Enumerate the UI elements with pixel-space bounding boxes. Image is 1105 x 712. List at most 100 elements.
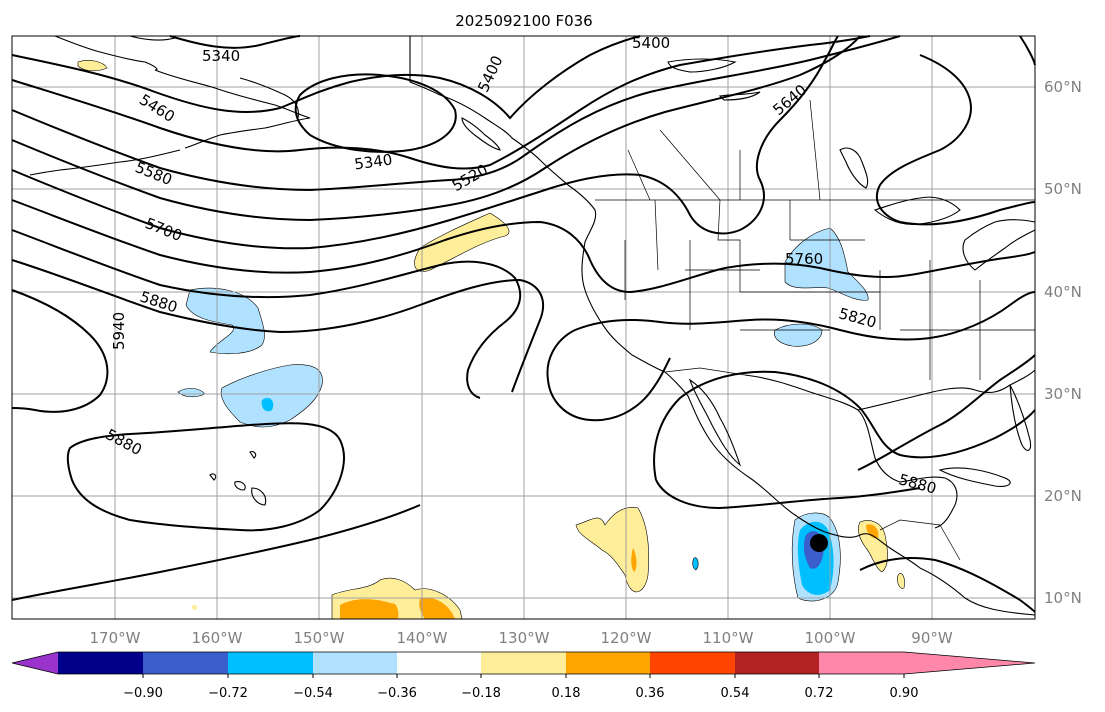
colorbar: −0.90 −0.72 −0.54 −0.36 −0.18 0.18 0.36 … [11,651,1036,701]
shade-negative-core [261,397,274,412]
coastline-florida [1009,384,1032,451]
colorbar-outline [11,651,1036,675]
latitude-labels: 60°N 50°N 40°N 30°N 20°N 10°N [1044,78,1082,607]
coastline-hawaii [209,451,267,506]
shade-positive-south-core2 [419,597,455,619]
shade-positive-small [77,60,108,72]
coastline-mexico-pacific [664,371,1036,616]
border-central-america [879,519,961,561]
lon-label: 100°W [805,629,856,647]
coastline-alaska-southwest [154,69,311,149]
shade-positive-south-core1 [340,599,399,619]
map-frame [11,35,1036,620]
lat-label: 30°N [1044,385,1082,403]
lon-label: 150°W [294,629,345,647]
shade-negative-pacific-central [220,364,323,428]
contour-5880-pacific-closed [66,422,345,532]
coastline-baja [688,378,742,467]
contour-5580 [11,35,861,222]
colorbar-bin [228,652,313,674]
contour-5880-atlantic [857,354,1036,471]
colorbar-tick-label: 0.18 [552,686,581,701]
lon-label: 130°W [499,629,550,647]
contour-5460 [11,35,871,170]
colorbar-bin [650,652,735,674]
coastline-cuba [938,467,1011,487]
contour-5820-west [11,259,545,393]
contour-5880-south [11,504,421,601]
contour-label: 5400 [632,34,670,52]
storm-center-marker [810,534,828,552]
contour-label: 5760 [785,250,823,268]
coastline-aleutians [29,149,181,176]
contour-5760-canada [875,54,1036,226]
coastline-arctic-island [667,58,737,73]
contour-5700 [11,229,522,399]
colorbar-tick-label: −0.54 [293,686,333,701]
colorbar-tick-label: −0.72 [208,686,248,701]
contour-label: 5940 [110,312,128,350]
coastline-alaska-north [129,35,176,41]
contour-5760 [11,199,1036,294]
lat-label: 50°N [1044,180,1082,198]
colorbar-tick-label: 0.54 [721,686,750,701]
contour-5880-america-south [655,479,921,510]
contour-5880-caribbean [859,557,1036,613]
shade-negative-plains [784,227,869,301]
contour-5400 [11,35,641,120]
shade-positive-dot [191,604,198,610]
coastline-gulf-of-mexico [744,374,958,529]
shade-positive-mexico-west [575,507,649,593]
colorbar-tick-label: −0.18 [461,686,501,701]
contour-label: 5340 [202,47,240,65]
shade-positive-tiny [897,573,905,589]
shade-positive-core-mexico [631,548,637,572]
colorbar-tick-label: −0.90 [123,686,163,701]
colorbar-bin [566,652,650,674]
border-us-mexico [664,367,746,376]
coastline-bc-islands [461,117,501,151]
colorbar-bin [481,652,566,674]
lon-label: 170°W [90,629,141,647]
lon-label: 110°W [703,629,754,647]
contour-label: 5340 [353,150,393,173]
lat-label: 10°N [1044,589,1082,607]
contour-5640 [11,35,839,250]
colorbar-bin [735,652,819,674]
contour-5820-east [546,291,1036,381]
coastline-alaska-gulf-inner [239,77,299,119]
border-us-states [624,199,1035,380]
map-panel: 5340 5400 5400 5460 5340 5520 5640 5580 … [11,34,1036,620]
colorbar-bin [58,652,143,674]
colorbar-extend-left [12,652,58,674]
lon-label: 120°W [601,629,652,647]
longitude-labels: 170°W 160°W 150°W 140°W 130°W 120°W 110°… [90,629,953,647]
lon-label: 160°W [192,629,243,647]
shade-negative-texas [774,323,823,347]
contour-5940 [11,289,109,413]
colorbar-bin [819,652,904,674]
colorbar-extend-right [904,652,1035,674]
coastlines [29,35,1036,616]
coastline-great-lakes [962,219,1036,271]
shade-positive-gulf-core [866,524,879,539]
colorbar-tick-label: −0.36 [377,686,417,701]
contour-5340-north [169,35,301,49]
colorbar-ticks [142,674,905,678]
lat-label: 40°N [1044,283,1082,301]
contour-5340-closed [294,73,457,153]
coastline-west-north-america [409,36,666,373]
colorbar-tick-label: 0.72 [805,686,834,701]
shade-negative-pacific-north [185,287,265,355]
shade-negative-tiny [692,557,699,571]
shaded-regions [77,60,905,620]
lat-label: 60°N [1044,78,1082,96]
height-contours [11,35,1036,613]
colorbar-bin [143,652,228,674]
contour-5520 [11,35,901,192]
contour-5820-loop [547,357,671,422]
coastline-lake-winnipeg [839,147,869,189]
colorbar-tick-label: 0.36 [636,686,665,701]
lon-label: 90°W [911,629,953,647]
